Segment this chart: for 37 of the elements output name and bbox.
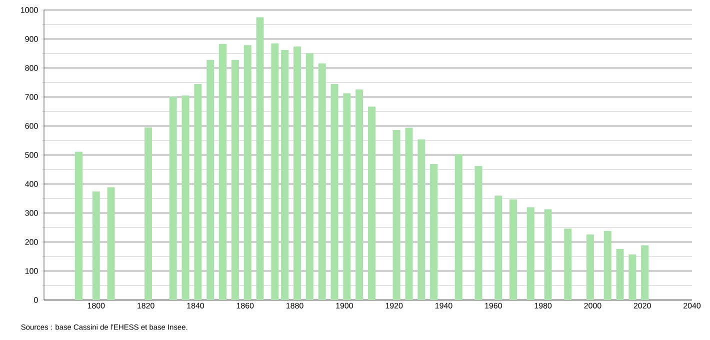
bar bbox=[206, 60, 214, 300]
bar bbox=[169, 96, 177, 300]
bar bbox=[544, 209, 552, 300]
bar bbox=[107, 187, 115, 300]
bar bbox=[474, 166, 482, 300]
bar bbox=[256, 17, 264, 300]
bar bbox=[564, 228, 572, 300]
bar bbox=[306, 53, 314, 300]
bar bbox=[392, 130, 400, 300]
bar bbox=[219, 44, 227, 300]
bar bbox=[604, 230, 612, 300]
bar bbox=[182, 96, 190, 300]
bar bbox=[454, 154, 462, 300]
bar bbox=[510, 199, 517, 300]
bar bbox=[628, 254, 636, 300]
bar bbox=[616, 248, 624, 300]
bar bbox=[586, 234, 594, 300]
bar bbox=[343, 93, 351, 300]
bar bbox=[75, 152, 83, 300]
bar bbox=[418, 139, 426, 300]
bar bbox=[405, 128, 413, 300]
bar bbox=[271, 43, 279, 300]
bar bbox=[356, 89, 364, 300]
bar bbox=[330, 84, 338, 300]
bar bbox=[281, 50, 289, 300]
bar bbox=[92, 192, 100, 300]
bar bbox=[368, 106, 376, 300]
bar bbox=[244, 45, 252, 300]
bar bbox=[494, 196, 502, 300]
bar bbox=[144, 127, 152, 300]
bar bbox=[526, 207, 534, 300]
bar bbox=[641, 245, 649, 300]
bar bbox=[231, 60, 239, 300]
bar bbox=[194, 84, 202, 300]
bar bbox=[430, 164, 438, 300]
bar bbox=[294, 46, 301, 300]
bar bbox=[318, 63, 326, 300]
